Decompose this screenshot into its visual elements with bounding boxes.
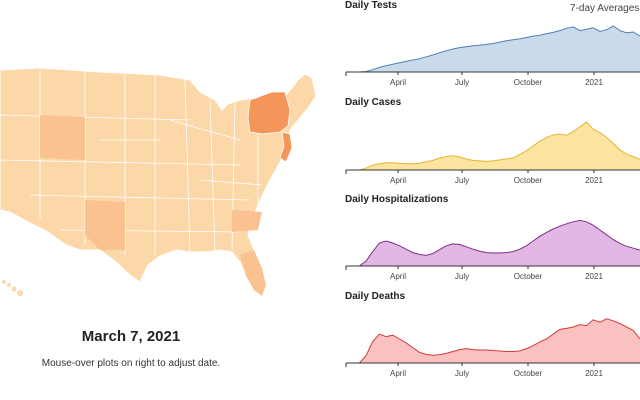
chart-line-hospitalizations bbox=[346, 219, 640, 267]
mouse-over-hint: Mouse-over plots on right to adjust date… bbox=[41, 358, 221, 369]
state-new-york[interactable] bbox=[247, 91, 291, 135]
x-tick-label-cases: April bbox=[390, 176, 406, 185]
chart-line-cases bbox=[346, 121, 640, 171]
chart-area-tests[interactable] bbox=[346, 26, 640, 72]
x-tick-label-cases: July bbox=[455, 176, 469, 185]
chart-title-tests: Daily Tests bbox=[345, 0, 398, 11]
selected-date-title: March 7, 2021 bbox=[81, 328, 181, 345]
state-shade-medium bbox=[240, 250, 266, 296]
chart-title-hospitalizations: Daily Hospitalizations bbox=[345, 194, 449, 205]
x-tick-label-tests: October bbox=[514, 78, 543, 87]
state-shade-medium bbox=[40, 115, 85, 160]
state-shade-medium bbox=[232, 210, 262, 232]
x-tick-label-deaths: 2021 bbox=[585, 369, 603, 378]
chart-line-tests bbox=[346, 25, 640, 73]
x-tick-label-hospitalizations: July bbox=[455, 272, 469, 281]
x-tick-label-tests: July bbox=[455, 78, 469, 87]
x-tick-label-tests: 2021 bbox=[585, 78, 603, 87]
state-new-jersey[interactable] bbox=[279, 131, 293, 163]
x-tick-label-cases: 2021 bbox=[585, 176, 603, 185]
us-states-map[interactable] bbox=[0, 0, 330, 320]
x-tick-label-hospitalizations: 2021 bbox=[585, 272, 603, 281]
chart-title-cases: Daily Cases bbox=[345, 97, 402, 108]
chart-area-deaths[interactable] bbox=[346, 318, 640, 363]
state-shade-medium bbox=[85, 200, 125, 250]
seven-day-averages-label: 7-day Averages bbox=[570, 3, 640, 14]
x-tick-label-hospitalizations: October bbox=[514, 272, 543, 281]
hawaii-islands bbox=[2, 280, 23, 296]
map-panel: March 7, 2021 Mouse-over plots on right … bbox=[0, 0, 330, 369]
x-tick-label-deaths: July bbox=[455, 369, 469, 378]
chart-area-cases[interactable] bbox=[346, 122, 640, 170]
x-tick-label-tests: April bbox=[390, 78, 406, 87]
x-tick-label-hospitalizations: April bbox=[390, 272, 406, 281]
x-tick-label-cases: October bbox=[514, 176, 543, 185]
chart-title-deaths: Daily Deaths bbox=[345, 291, 406, 302]
chart-line-deaths bbox=[346, 318, 640, 364]
x-tick-label-deaths: October bbox=[514, 369, 543, 378]
x-tick-label-deaths: April bbox=[390, 369, 406, 378]
